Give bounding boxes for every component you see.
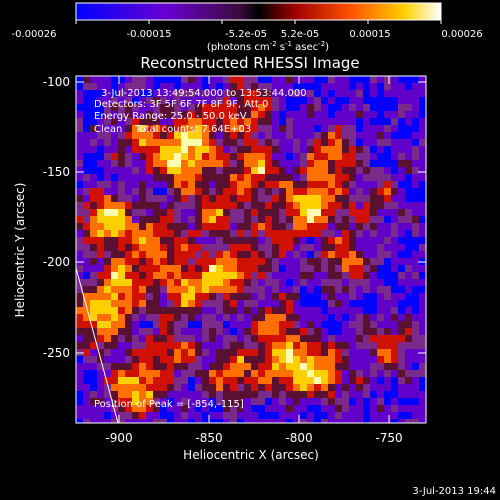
x-tick-label: -750 [375,431,402,445]
axis-tick-marks [76,76,426,423]
peak-position-annotation: Position of Peak = [-854,-115] [94,399,244,410]
clean-counts-annotation: Clean Total counts: 7.64E+03 [94,124,251,135]
x-axis-label: Heliocentric X (arcsec) [183,448,319,462]
y-tick-label: -250 [43,346,70,360]
plot-title: Reconstructed RHESSI Image [140,54,359,72]
colorbar-units: (photons cm-2 s-1 asec-2) [207,40,329,53]
energy-range-annotation: Energy Range: 25.0 - 50.0 keV [94,111,247,122]
colorbar-gradient [76,3,441,20]
colorbar-tick-label: -5.2e-05 [225,29,267,40]
render-timestamp: 3-Jul-2013 19:44 [412,486,496,497]
y-tick-label: -200 [43,255,70,269]
colorbar-tick-label: -0.00015 [127,29,172,40]
solar-limb-line [76,267,119,423]
y-tick-label: -100 [43,75,70,89]
detectors-annotation: Detectors: 3F 5F 6F 7F 8F 9F, Att 0 [94,99,268,110]
x-tick-label: -850 [195,431,222,445]
colorbar-tick-label: -0.00026 [12,29,57,40]
time-range-annotation: 3-Jul-2013 13:49:54.000 to 13:53:44.000 [101,88,307,99]
colorbar: -0.00026 -0.00015 -5.2e-05 5.2e-05 0.000… [12,2,483,53]
colorbar-tick-label: 5.2e-05 [281,29,319,40]
rhessi-image [76,76,426,423]
x-tick-label: -800 [285,431,312,445]
colorbar-tick-label: 0.00015 [349,29,390,40]
x-tick-label: -900 [105,431,132,445]
colorbar-tick-label: 0.00026 [441,29,482,40]
plot-frame [75,75,427,424]
y-axis-label: Heliocentric Y (arcsec) [13,183,27,318]
colorbar-tick-marks [75,20,442,24]
colorbar-frame [75,2,442,21]
y-tick-label: -150 [43,165,70,179]
